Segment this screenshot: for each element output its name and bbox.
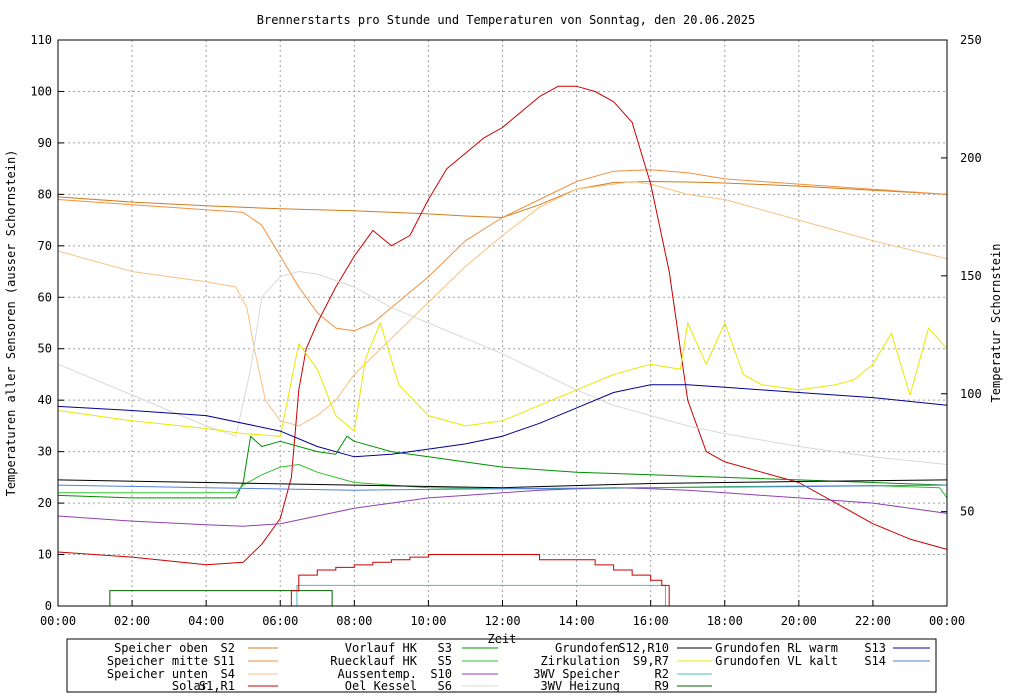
legend-label: Solar	[172, 679, 208, 693]
legend-label: Grundofen VL kalt	[715, 654, 838, 668]
legend-item: Speicher oben S2	[114, 641, 278, 655]
legend-sensor: S11	[213, 654, 235, 668]
series-s5	[58, 464, 948, 499]
series-s2	[57, 181, 948, 218]
series-s1	[57, 85, 948, 566]
relay-r2	[58, 584, 666, 607]
x-tick-label: 20:00	[781, 614, 817, 628]
legend-sensor: S3	[438, 641, 452, 655]
x-tick-label: 14:00	[559, 614, 595, 628]
legend-sensor: R2	[655, 667, 669, 681]
x-axis: 00:00 02:00 04:00 06:00 08:00 10:00 12:00 14:00…	[40, 600, 965, 628]
legend-sensor: R9	[655, 679, 669, 693]
legend-sensor: S5	[438, 654, 452, 668]
x-tick-label: 00:00	[40, 614, 76, 628]
y-tick-label: 40	[38, 393, 52, 407]
y-tick-label: 0	[45, 599, 52, 613]
series-s6	[57, 271, 948, 465]
x-tick-label: 12:00	[484, 614, 520, 628]
x-tick-label: 06:00	[262, 614, 298, 628]
legend-label: Speicher oben	[114, 641, 208, 655]
legend-sensor: S14	[864, 654, 886, 668]
y2-tick-label: 200	[960, 151, 982, 165]
legend-label: Grundofen RL warm	[715, 641, 838, 655]
y-tick-label: 20	[38, 496, 52, 510]
series-s14	[57, 484, 948, 491]
legend-item: 3WV Speicher R2	[533, 667, 712, 681]
burner-starts	[290, 554, 670, 606]
legend-label: 3WV Speicher	[533, 667, 620, 681]
y2-tick-label: 50	[960, 505, 974, 519]
legend-item: Speicher mitte S11	[107, 654, 278, 668]
series-s12	[57, 479, 948, 489]
series-s13	[57, 384, 948, 458]
legend-item: Oel Kessel S6	[345, 679, 498, 693]
legend-label: Aussentemp.	[338, 667, 417, 681]
legend-item: Aussentemp. S10	[338, 667, 498, 681]
legend-frame	[66, 638, 937, 693]
series-s9	[57, 322, 948, 437]
legend-label: Speicher unten	[107, 667, 208, 681]
y-tick-label: 50	[38, 342, 52, 356]
y-tick-label: 100	[30, 84, 52, 98]
legend-label: Zirkulation	[541, 654, 620, 668]
legend-item: Speicher unten S4	[107, 667, 278, 681]
y-tick-label: 30	[38, 445, 52, 459]
y2-tick-label: 100	[960, 387, 982, 401]
legend-label: Vorlauf HK	[345, 641, 418, 655]
y-axis: 0 10 20 30 40 50 60 70 80 90 100 110	[30, 33, 64, 613]
x-tick-label: 00:00	[929, 614, 965, 628]
legend-item: Vorlauf HK S3	[345, 641, 498, 655]
legend-label: 3WV Heizung	[541, 679, 620, 693]
y2-axis: 50 100 150 200 250	[941, 33, 982, 519]
y2-axis-label: Temperatur Schornstein	[989, 244, 1003, 403]
x-tick-label: 16:00	[633, 614, 669, 628]
legend-sensor: S6	[438, 679, 452, 693]
y-tick-label: 80	[38, 187, 52, 201]
legend-label: Grundofen	[555, 641, 620, 655]
legend-item: Ruecklauf HK S5	[330, 654, 498, 668]
legend-sensor: S1,R1	[199, 679, 235, 693]
x-tick-label: 02:00	[114, 614, 150, 628]
series-s3	[57, 435, 948, 499]
legend-item: 3WV Heizung R9	[541, 679, 712, 693]
legend-sensor: S13	[864, 641, 886, 655]
x-tick-label: 04:00	[188, 614, 224, 628]
y-tick-label: 10	[38, 548, 52, 562]
legend-item: Zirkulation S9,R7	[541, 654, 712, 668]
legend-label: Oel Kessel	[345, 679, 417, 693]
y2-tick-label: 250	[960, 33, 982, 47]
legend-sensor: S12,R10	[618, 641, 669, 655]
x-tick-label: 18:00	[707, 614, 743, 628]
plot-area	[57, 85, 948, 607]
chart-title: Brennerstarts pro Stunde und Temperature…	[257, 13, 756, 27]
y-axis-label: Temperaturen aller Sensoren (ausser Scho…	[4, 150, 18, 497]
legend-label: Ruecklauf HK	[330, 654, 417, 668]
y2-tick-label: 150	[960, 269, 982, 283]
series-s10	[57, 487, 948, 527]
y-tick-label: 110	[30, 33, 52, 47]
y-tick-label: 90	[38, 136, 52, 150]
legend-item: Grundofen RL warm S13	[715, 641, 930, 655]
y-tick-label: 70	[38, 239, 52, 253]
legend-sensor: S9,R7	[633, 654, 669, 668]
legend-sensor: S2	[221, 641, 235, 655]
grid	[58, 40, 947, 606]
legend-item: Grundofen VL kalt S14	[715, 654, 930, 668]
legend-sensor: S10	[430, 667, 452, 681]
series-s4	[57, 181, 948, 427]
x-tick-label: 10:00	[410, 614, 446, 628]
x-tick-label: 08:00	[336, 614, 372, 628]
x-tick-label: 22:00	[855, 614, 891, 628]
legend-label: Speicher mitte	[107, 654, 208, 668]
y-tick-label: 60	[38, 290, 52, 304]
series-s11	[57, 169, 948, 332]
legend-sensor: S4	[221, 667, 235, 681]
